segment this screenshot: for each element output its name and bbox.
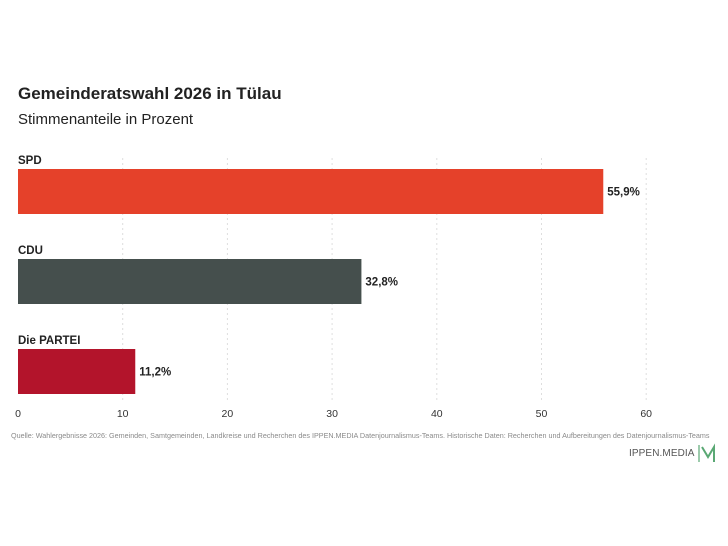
source-note: Quelle: Wahlergebnisse 2026: Gemeinden, … [11,431,710,440]
category-label-2: Die PARTEI [18,335,80,347]
x-tick-label-0: 0 [15,408,21,420]
category-label-0: SPD [18,155,42,167]
bar-chart: SPD 55,9% CDU 32,8% Die PARTEI 11,2% 0 10 20 30 40… [15,155,652,420]
value-label-1: 32,8% [365,277,398,289]
brand: IPPEN.MEDIA [629,443,716,463]
x-tick-label-60: 60 [640,408,652,420]
x-tick-label-30: 30 [326,408,338,420]
chart-subtitle: Stimmenanteile in Prozent [18,111,194,128]
x-tick-label-10: 10 [117,408,129,420]
chart-title: Gemeinderatswahl 2026 in Tülau [18,84,282,103]
value-label-2: 11,2% [139,367,171,379]
brand-name: IPPEN.MEDIA [629,447,695,459]
x-tick-label-40: 40 [431,408,443,420]
bar-1 [18,259,362,304]
category-label-1: CDU [18,245,43,257]
bar-2 [18,349,136,394]
x-tick-label-20: 20 [222,408,234,420]
x-tick-label-50: 50 [536,408,548,420]
value-label-0: 55,9% [607,187,640,199]
bar-0 [18,169,604,214]
ippen-media-m-logo-icon [697,443,715,462]
